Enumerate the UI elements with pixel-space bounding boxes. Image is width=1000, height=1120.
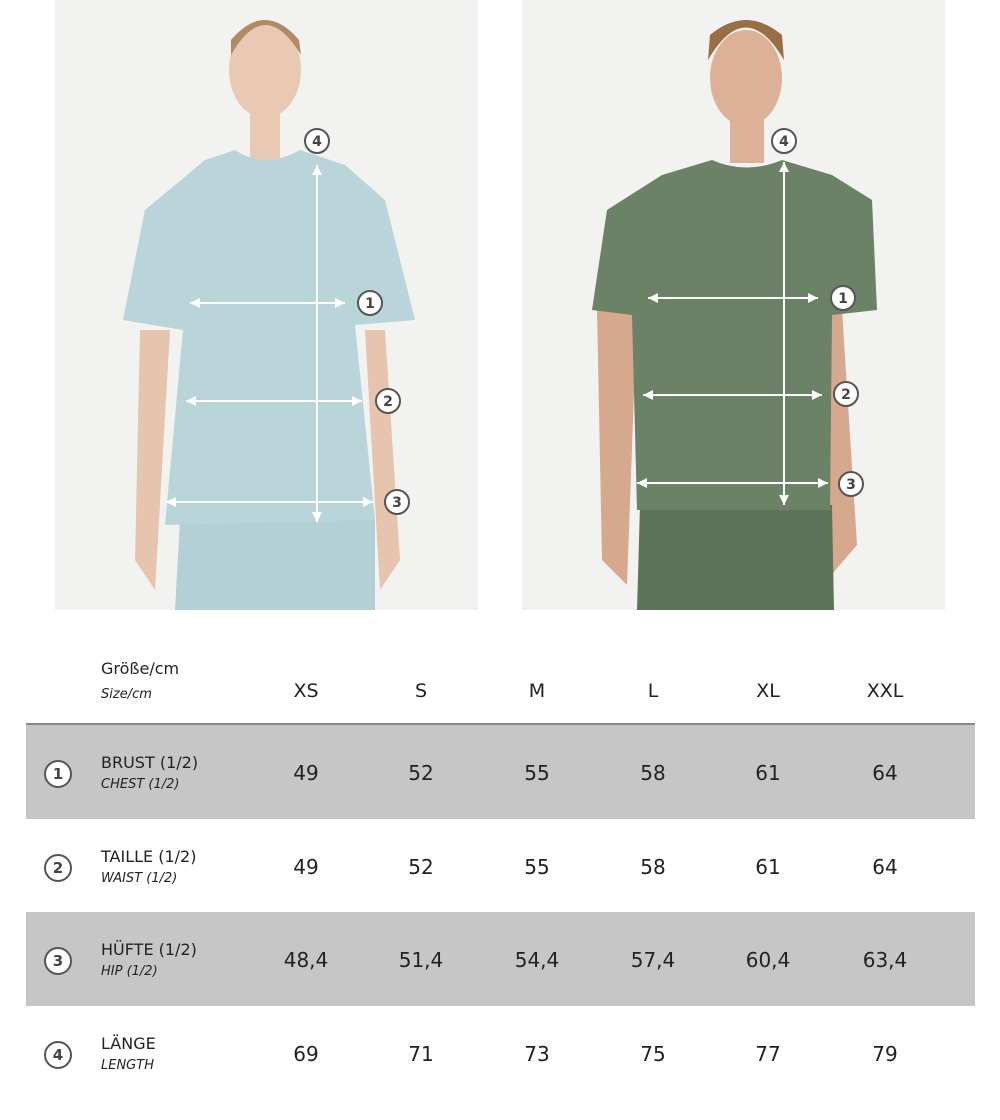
- table-cell: 52: [408, 855, 434, 879]
- marker-number: 4: [312, 134, 322, 150]
- women-tshirt-illustration: [123, 20, 415, 610]
- measurement-arrows: 4 1 2 3 4 1 2 3: [166, 128, 864, 522]
- marker-number: 3: [392, 495, 402, 511]
- marker-number: 2: [383, 394, 393, 410]
- table-row: 3 HÜFTE (1/2) HIP (1/2) 48,4 51,4 54,4 57,4 6…: [26, 912, 975, 1006]
- size-label-en: Size/cm: [101, 687, 152, 702]
- table-cell: 79: [872, 1042, 898, 1066]
- table-row: 2 TAILLE (1/2) WAIST (1/2) 49 52 55 58 61 64: [26, 819, 975, 913]
- marker-circle-icon: [384, 489, 410, 515]
- women-model-photo: [55, 0, 478, 610]
- measure-label-en: LENGTH: [101, 1058, 154, 1073]
- table-cell: 55: [524, 761, 550, 785]
- marker-circle-icon: [357, 290, 383, 316]
- marker-number: 2: [44, 854, 72, 882]
- marker-circle-icon: [833, 381, 859, 407]
- table-cell: 60,4: [745, 948, 791, 972]
- marker-circle-icon: [830, 285, 856, 311]
- table-cell: 64: [872, 855, 898, 879]
- marker-circle-icon: [838, 471, 864, 497]
- table-cell: 63,4: [862, 948, 908, 972]
- size-column-header: M: [528, 680, 546, 702]
- measure-label-de: HÜFTE (1/2): [101, 940, 197, 959]
- marker-number: 1: [365, 296, 375, 312]
- table-cell: 73: [524, 1042, 550, 1066]
- table-cell: 52: [408, 761, 434, 785]
- measure-label-de: BRUST (1/2): [101, 753, 199, 772]
- marker-number: 4: [779, 134, 789, 150]
- measure-label-en: CHEST (1/2): [101, 777, 180, 792]
- table-cell: 61: [755, 761, 781, 785]
- table-cell: 75: [640, 1042, 666, 1066]
- marker-number: 1: [44, 760, 72, 788]
- table-cell: 61: [755, 855, 781, 879]
- size-column-header: XXL: [866, 680, 904, 702]
- measure-label-de: LÄNGE: [101, 1034, 156, 1053]
- size-column-header: S: [414, 680, 428, 702]
- table-cell: 71: [408, 1042, 434, 1066]
- table-cell: 51,4: [398, 948, 444, 972]
- table-cell: 54,4: [514, 948, 560, 972]
- marker-circle-icon: [771, 128, 797, 154]
- marker-number: 3: [44, 947, 72, 975]
- table-cell: 55: [524, 855, 550, 879]
- table-cell: 48,4: [283, 948, 329, 972]
- size-column-header: XS: [293, 680, 319, 702]
- table-cell: 57,4: [630, 948, 676, 972]
- size-header-row: Größe/cm Size/cm XS S M L XL XXL: [0, 655, 1000, 723]
- marker-number: 1: [838, 291, 848, 307]
- size-label-de: Größe/cm: [101, 659, 180, 678]
- marker-number: 2: [841, 387, 851, 403]
- size-column-header: L: [647, 680, 659, 702]
- men-tshirt-illustration: [592, 20, 877, 610]
- table-cell: 58: [640, 761, 666, 785]
- marker-circle-icon: [304, 128, 330, 154]
- table-cell: 49: [293, 855, 319, 879]
- measure-label-en: WAIST (1/2): [101, 871, 178, 886]
- table-cell: 77: [755, 1042, 781, 1066]
- men-model-photo: [522, 0, 945, 610]
- size-column-header: XL: [756, 680, 780, 702]
- table-cell: 49: [293, 761, 319, 785]
- measure-label-en: HIP (1/2): [101, 964, 158, 979]
- table-cell: 58: [640, 855, 666, 879]
- marker-number: 4: [44, 1041, 72, 1069]
- header-divider: [26, 723, 975, 725]
- table-cell: 64: [872, 761, 898, 785]
- marker-circle-icon: [375, 388, 401, 414]
- table-row: 4 LÄNGE LENGTH 69 71 73 75 77 79: [26, 1006, 975, 1100]
- marker-number: 3: [846, 477, 856, 493]
- measure-label-de: TAILLE (1/2): [101, 847, 197, 866]
- table-cell: 69: [293, 1042, 319, 1066]
- table-row: 1 BRUST (1/2) CHEST (1/2) 49 52 55 58 61 64: [26, 725, 975, 819]
